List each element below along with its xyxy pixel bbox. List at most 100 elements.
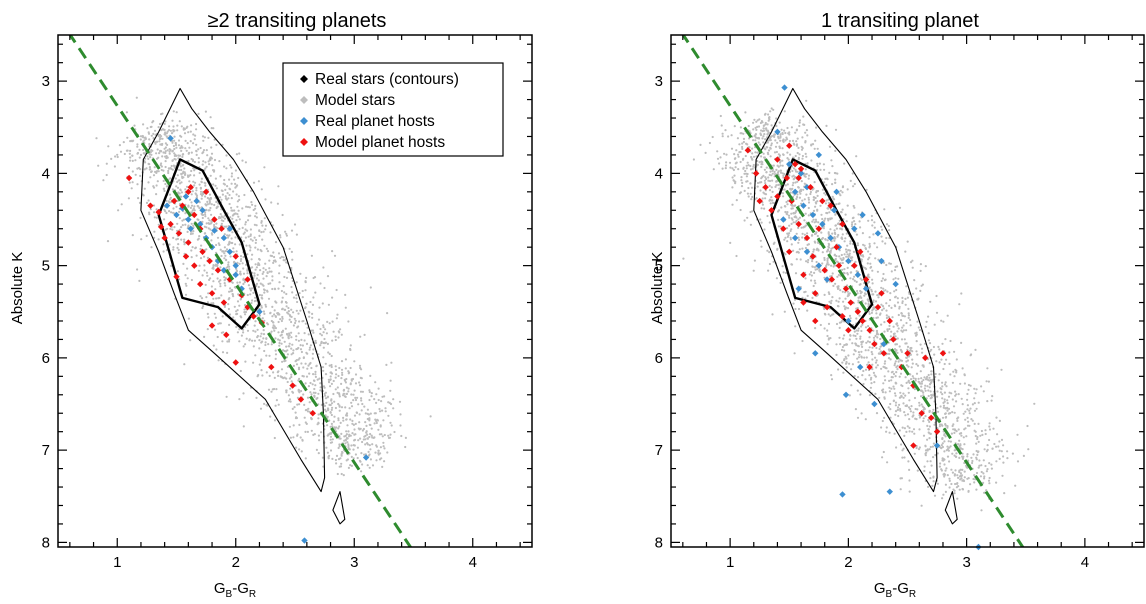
model-star-point — [775, 117, 778, 120]
model-star-point — [795, 129, 798, 132]
model-star-point — [271, 315, 274, 318]
model-star-point — [244, 313, 247, 316]
model-star-point — [769, 147, 772, 150]
model-star-point — [344, 381, 347, 384]
model-star-point — [927, 418, 930, 422]
model-star-point — [220, 222, 223, 225]
model-star-point — [180, 172, 183, 175]
model-star-point — [881, 419, 884, 423]
model-star-point — [948, 446, 951, 449]
model-star-point — [179, 134, 182, 137]
model-star-point — [840, 253, 843, 257]
model-star-point — [224, 254, 227, 257]
model-star-point — [817, 241, 820, 244]
model-star-point — [749, 182, 752, 185]
model-star-point — [818, 268, 821, 271]
model-star-point — [329, 411, 332, 414]
model-host-point — [851, 262, 858, 269]
model-star-point — [334, 368, 338, 372]
model-star-point — [810, 271, 813, 274]
model-star-point — [797, 241, 800, 244]
model-star-point — [350, 401, 353, 404]
model-star-point — [812, 187, 815, 190]
model-star-point — [344, 293, 347, 296]
model-star-point — [879, 337, 882, 341]
model-star-point — [322, 369, 325, 372]
model-star-point — [139, 153, 143, 156]
model-star-point — [328, 352, 331, 356]
model-star-point — [894, 335, 897, 338]
model-star-point — [215, 200, 218, 204]
model-star-point — [209, 277, 212, 280]
model-star-point — [928, 448, 931, 451]
model-star-point — [275, 388, 278, 391]
model-star-point — [281, 213, 284, 217]
model-star-point — [243, 308, 246, 311]
model-star-point — [215, 206, 218, 210]
model-star-point — [905, 360, 908, 363]
model-star-point — [254, 204, 257, 207]
model-star-point — [776, 141, 779, 144]
model-star-point — [932, 408, 935, 411]
model-star-point — [745, 167, 748, 170]
model-star-point — [692, 158, 696, 161]
model-star-point — [892, 385, 895, 388]
model-star-point — [765, 129, 768, 132]
plot-frame — [57, 34, 533, 548]
model-star-point — [258, 234, 261, 237]
model-star-point — [824, 193, 827, 196]
model-star-point — [311, 312, 314, 315]
model-star-point — [882, 272, 885, 276]
model-star-point — [202, 149, 206, 152]
model-star-point — [846, 244, 849, 247]
model-star-point — [217, 359, 220, 362]
model-star-point — [267, 297, 271, 300]
model-star-point — [955, 452, 958, 455]
model-star-point — [254, 330, 257, 333]
model-star-point — [290, 353, 293, 356]
model-star-point — [260, 231, 263, 234]
model-star-point — [214, 328, 217, 331]
model-star-point — [798, 124, 801, 128]
model-star-point — [234, 182, 237, 185]
model-star-point — [817, 221, 820, 224]
model-star-point — [828, 171, 831, 174]
model-star-point — [195, 122, 198, 126]
model-star-point — [889, 358, 892, 361]
model-star-point — [381, 395, 384, 398]
real-host-point — [301, 537, 308, 544]
model-star-point — [895, 371, 898, 374]
model-star-point — [136, 268, 139, 271]
model-star-point — [231, 241, 234, 245]
model-star-point — [781, 164, 784, 167]
model-star-point — [262, 230, 265, 233]
model-star-point — [789, 236, 792, 239]
model-star-point — [227, 197, 230, 200]
model-star-point — [238, 243, 241, 246]
model-star-point — [912, 292, 915, 295]
model-star-point — [226, 340, 229, 343]
model-star-point — [821, 188, 825, 191]
model-star-point — [829, 217, 832, 220]
model-star-point — [368, 453, 371, 456]
model-star-point — [193, 138, 196, 141]
model-star-point — [973, 429, 976, 432]
model-star-point — [262, 310, 265, 313]
model-star-point — [240, 316, 243, 319]
model-star-point — [344, 439, 347, 442]
model-star-point — [918, 401, 921, 404]
model-host-point — [220, 299, 228, 306]
model-host-point — [791, 160, 799, 168]
model-star-point — [344, 442, 347, 445]
model-star-point — [193, 160, 196, 164]
model-star-point — [185, 284, 188, 287]
model-star-point — [295, 363, 299, 366]
model-star-point — [232, 295, 235, 298]
contour-outer — [140, 87, 326, 493]
model-star-point — [389, 433, 392, 436]
model-star-point — [235, 313, 238, 316]
model-star-point — [811, 220, 814, 223]
model-star-point — [128, 181, 131, 184]
model-star-point — [375, 393, 378, 396]
real-host-point — [851, 225, 858, 232]
